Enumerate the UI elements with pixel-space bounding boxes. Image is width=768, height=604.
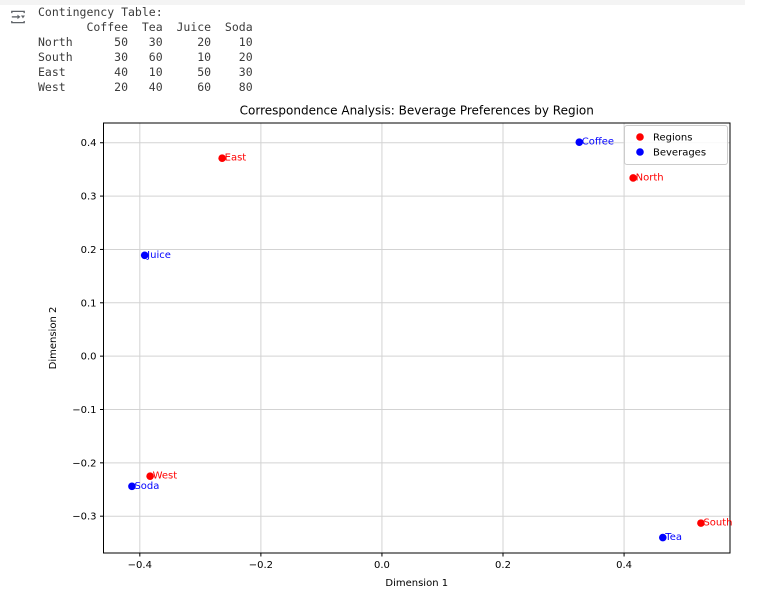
- x-tick-label: 0.2: [495, 560, 511, 571]
- point-label-juice: Juice: [146, 250, 171, 261]
- y-tick-label: −0.2: [72, 458, 96, 469]
- y-tick-label: 0.3: [81, 192, 97, 203]
- legend-marker-regions: [636, 133, 644, 141]
- x-tick-label: 0.0: [374, 560, 390, 571]
- point-east: [218, 154, 226, 163]
- x-axis-label: Dimension 1: [385, 578, 448, 589]
- y-tick-label: 0.0: [81, 352, 97, 363]
- point-tea: [659, 533, 667, 542]
- series-beverages: Coffee Tea Juice Soda: [128, 137, 682, 543]
- series-regions: North South East West: [146, 153, 733, 529]
- point-label-east: East: [225, 153, 247, 164]
- chart-title: Correspondence Analysis: Beverage Prefer…: [240, 104, 594, 118]
- console-output: Contingency Table: Coffee Tea Juice Soda…: [38, 5, 253, 94]
- y-axis-label: Dimension 2: [48, 307, 59, 370]
- y-tick-label: 0.1: [81, 298, 97, 309]
- gridlines: [103, 123, 730, 553]
- point-label-north: North: [636, 172, 664, 183]
- point-label-west: West: [153, 471, 178, 482]
- point-label-tea: Tea: [664, 532, 682, 543]
- legend-marker-beverages: [636, 148, 644, 156]
- legend-label-beverages: Beverages: [653, 148, 706, 159]
- point-label-coffee: Coffee: [582, 137, 614, 148]
- point-juice: [140, 251, 149, 260]
- point-west: [146, 472, 154, 480]
- correspondence-analysis-chart: −0.4 −0.2 0.0 0.2 0.4 0.4 0.3 0.2 0.1 0.0 −0.1 −0.2…: [48, 104, 733, 590]
- axis-ticks: [100, 142, 625, 557]
- output-options-icon-glyph: [11, 10, 25, 24]
- y-tick-label: −0.1: [72, 405, 96, 416]
- legend: Regions Beverages: [624, 125, 728, 165]
- legend-box: [624, 125, 728, 165]
- point-coffee: [575, 138, 584, 147]
- cell-divider: [0, 0, 745, 5]
- point-label-south: South: [703, 518, 732, 529]
- point-soda: [128, 482, 136, 491]
- x-tick-label: −0.2: [249, 560, 273, 571]
- output-options-icon[interactable]: [9, 8, 27, 26]
- y-tick-label: 0.4: [81, 138, 97, 149]
- plot-border: [103, 122, 731, 554]
- y-tick-label: 0.2: [81, 245, 97, 256]
- y-tick-label: −0.3: [72, 512, 96, 523]
- x-tick-label: 0.4: [616, 560, 632, 571]
- point-label-soda: Soda: [134, 481, 159, 492]
- point-south: [697, 519, 705, 527]
- legend-label-regions: Regions: [653, 133, 692, 144]
- point-north: [629, 174, 637, 182]
- x-tick-label: −0.4: [128, 560, 152, 571]
